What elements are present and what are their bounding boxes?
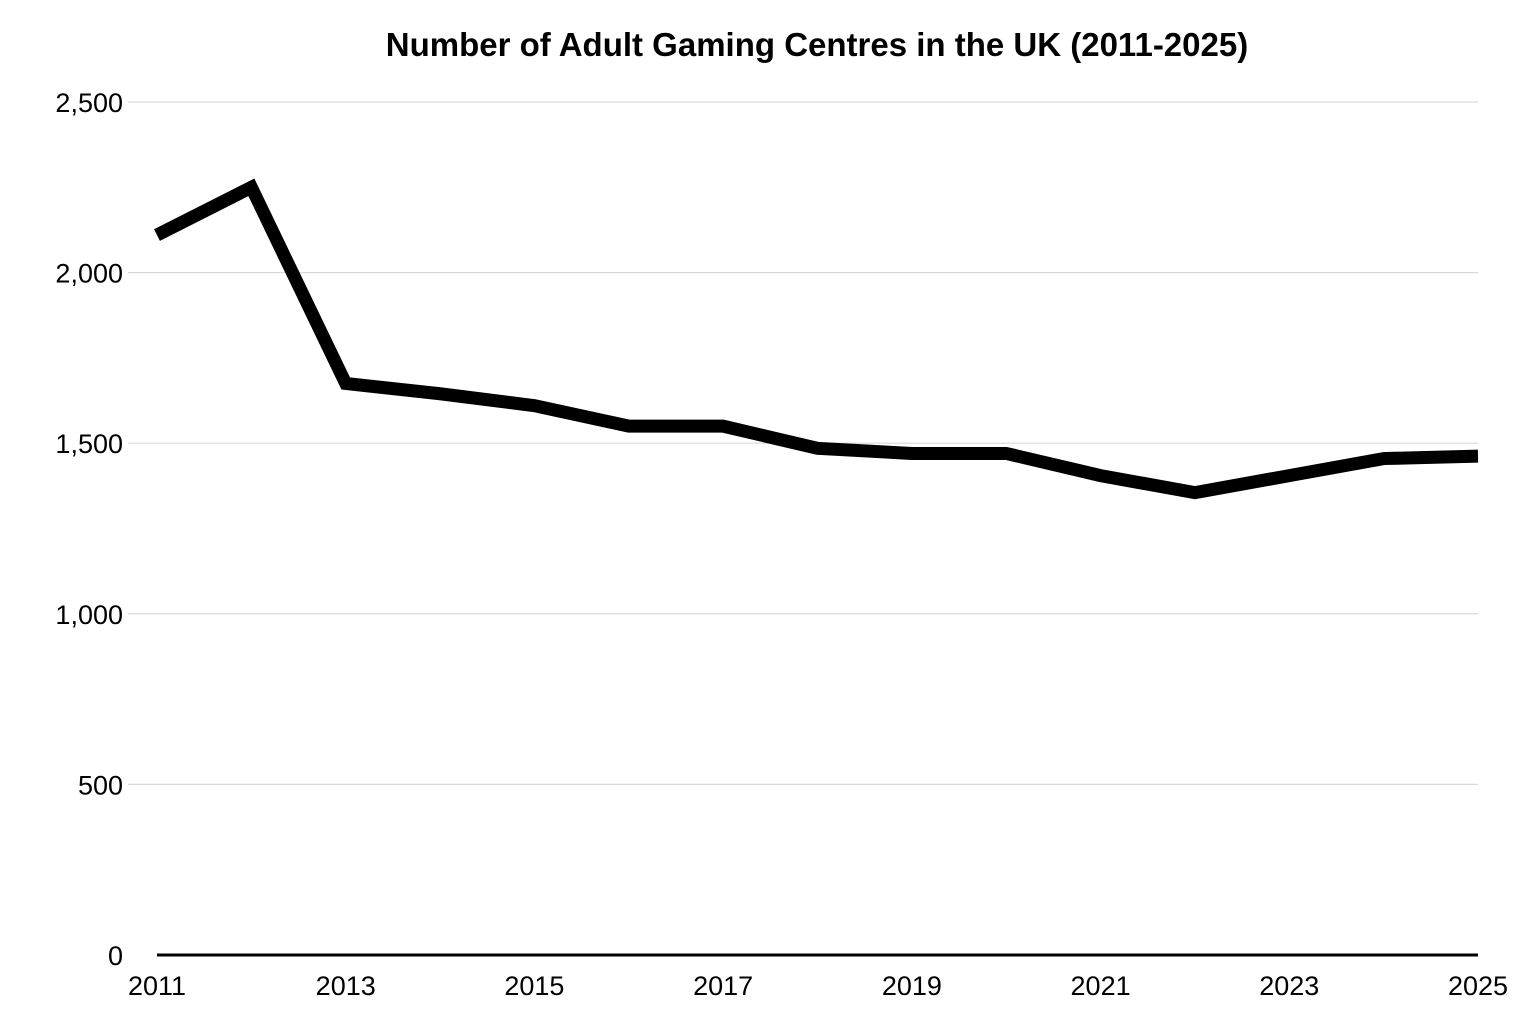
x-tick-label: 2019: [882, 971, 942, 1001]
x-tick-label: 2021: [1071, 971, 1131, 1001]
y-tick-label: 2,000: [55, 259, 123, 289]
x-tick-label: 2017: [693, 971, 753, 1001]
x-axis-tick-labels: 2011 2013 2015 2017 2019 2021 2023 2025: [128, 971, 1508, 1001]
y-axis-tick-labels: 0 500 1,000 1,500 2,000 2,500: [55, 88, 123, 971]
y-tick-label: 1,500: [55, 429, 123, 459]
y-tick-label: 1,000: [55, 600, 123, 630]
y-tick-label: 2,500: [55, 88, 123, 118]
y-tick-label: 0: [108, 941, 123, 971]
x-tick-label: 2025: [1448, 971, 1508, 1001]
series-layer: [154, 178, 1479, 500]
chart-title: Number of Adult Gaming Centres in the UK…: [386, 26, 1248, 63]
x-tick-label: 2011: [128, 971, 186, 1001]
x-tick-label: 2015: [504, 971, 564, 1001]
x-tick-label: 2013: [316, 971, 376, 1001]
y-tick-label: 500: [78, 770, 123, 800]
x-tick-label: 2023: [1259, 971, 1319, 1001]
series-line: [154, 178, 1479, 500]
